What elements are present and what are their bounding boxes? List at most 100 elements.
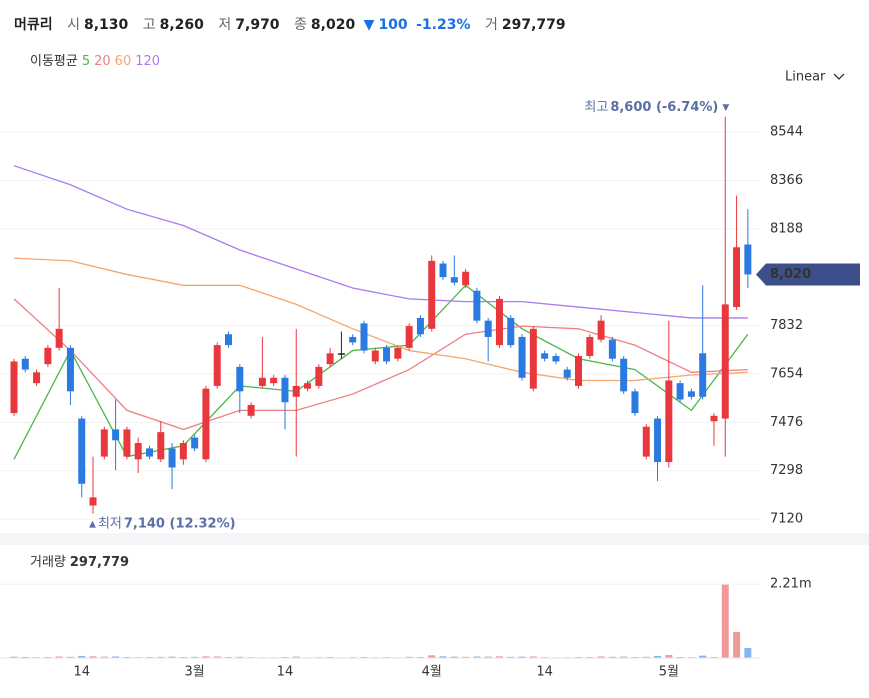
candle-body: [21, 358, 29, 370]
candle-body: [405, 326, 413, 348]
candle-body: [518, 336, 526, 378]
volume-bar: [78, 655, 86, 658]
y-tick-label: 8188: [770, 221, 803, 236]
candle-body: [676, 383, 684, 400]
volume-bar: [462, 656, 470, 658]
ma-legend-title: 이동평균: [30, 54, 78, 69]
volume-bar: [145, 656, 153, 658]
volume-bar: [100, 656, 108, 658]
candle-body: [687, 391, 695, 397]
x-tick-label: 14: [536, 665, 553, 680]
volume-bar: [597, 656, 605, 658]
candle-body: [304, 383, 312, 389]
candle-body: [157, 432, 165, 460]
volume-bar: [44, 656, 52, 658]
ma-legend: 이동평균 5 20 60 120: [30, 50, 164, 69]
candle-body: [710, 415, 718, 422]
y-tick-label: 7476: [770, 415, 803, 430]
ma-legend-entry: 60: [114, 54, 132, 69]
candle-body: [66, 347, 74, 392]
low-label: 최저: [98, 516, 122, 531]
change-percent: -1.23%: [416, 17, 471, 33]
candle-body: [179, 443, 187, 460]
volume-bar: [236, 656, 244, 658]
volume-bar: [157, 656, 165, 658]
candle-body: [360, 323, 368, 351]
volume-bar: [507, 656, 515, 658]
candle-body: [575, 356, 582, 386]
volume-bar: [292, 656, 300, 658]
candle-body: [473, 290, 481, 321]
candle-body: [620, 358, 628, 392]
scale-selector: Linear: [785, 70, 826, 85]
low-value: 7,140 (12.32%): [124, 516, 236, 531]
volume-bar: [495, 656, 503, 658]
y-tick-label: 7298: [770, 463, 803, 478]
x-tick-label: 3월: [185, 665, 205, 680]
volume-bar: [89, 656, 97, 658]
candle-body: [484, 320, 492, 337]
volume-bar: [721, 584, 729, 658]
open-label: 시: [67, 17, 80, 33]
volume-bar: [202, 656, 210, 658]
volume-bar: [326, 656, 334, 658]
volume-bar: [586, 656, 594, 658]
candle-body: [225, 334, 233, 346]
volume-bar: [179, 656, 187, 658]
candle-body: [541, 353, 549, 359]
ma-line: [13, 257, 748, 382]
high-value: 8,600 (-6.74%): [610, 99, 718, 114]
volume-title-value: 297,779: [70, 555, 129, 570]
ma-legend-entry: 120: [135, 54, 161, 69]
candle-body: [439, 263, 447, 278]
candle-body: [112, 429, 120, 441]
candle-body: [123, 429, 131, 457]
ma-line: [13, 298, 748, 431]
candle-body: [631, 391, 639, 414]
volume-value: 297,779: [501, 17, 566, 33]
volume-bar: [518, 656, 526, 658]
candle-body: [134, 443, 142, 460]
candle-body: [563, 369, 571, 378]
volume-bar: [168, 656, 176, 658]
candle-body: [258, 377, 266, 386]
candle-body: [168, 448, 176, 468]
x-tick-label: 5월: [659, 665, 679, 680]
x-tick-label: 4월: [422, 665, 442, 680]
candle-body: [394, 347, 402, 359]
ma-legend-entry: 20: [94, 54, 111, 69]
candle-body: [10, 361, 18, 414]
candle-body: [213, 345, 221, 386]
volume-bar: [631, 656, 639, 658]
candle-body: [699, 353, 707, 397]
candle-body: [586, 336, 594, 356]
candle-body: [270, 377, 278, 384]
candle-body: [665, 380, 673, 463]
candle-body: [371, 350, 379, 362]
panel-gap: [0, 533, 869, 545]
low-label: 저: [218, 17, 232, 33]
volume-bar: [428, 655, 436, 658]
ma-line: [13, 165, 748, 319]
volume-title: 거래량 297,779: [30, 555, 129, 570]
volume-bar: [225, 656, 233, 658]
candle-body: [642, 426, 650, 457]
volume-bar: [575, 656, 582, 658]
high-label: 고: [142, 17, 156, 33]
volume-bar: [405, 656, 413, 658]
scale-chevron: [833, 73, 845, 80]
candle-body: [337, 353, 345, 355]
volume-tick-label: 2.21m: [770, 577, 812, 592]
candle-body: [55, 328, 63, 348]
y-tick-label: 7120: [770, 512, 803, 527]
candle-body: [315, 366, 323, 386]
candle-body: [608, 339, 616, 359]
volume-bar: [608, 656, 616, 658]
candle-body: [450, 277, 458, 283]
volume-bar: [665, 654, 673, 658]
volume-bar: [66, 656, 74, 658]
volume-bar: [21, 656, 29, 658]
candle-body: [292, 385, 300, 397]
y-tick-label: 7654: [770, 366, 803, 381]
